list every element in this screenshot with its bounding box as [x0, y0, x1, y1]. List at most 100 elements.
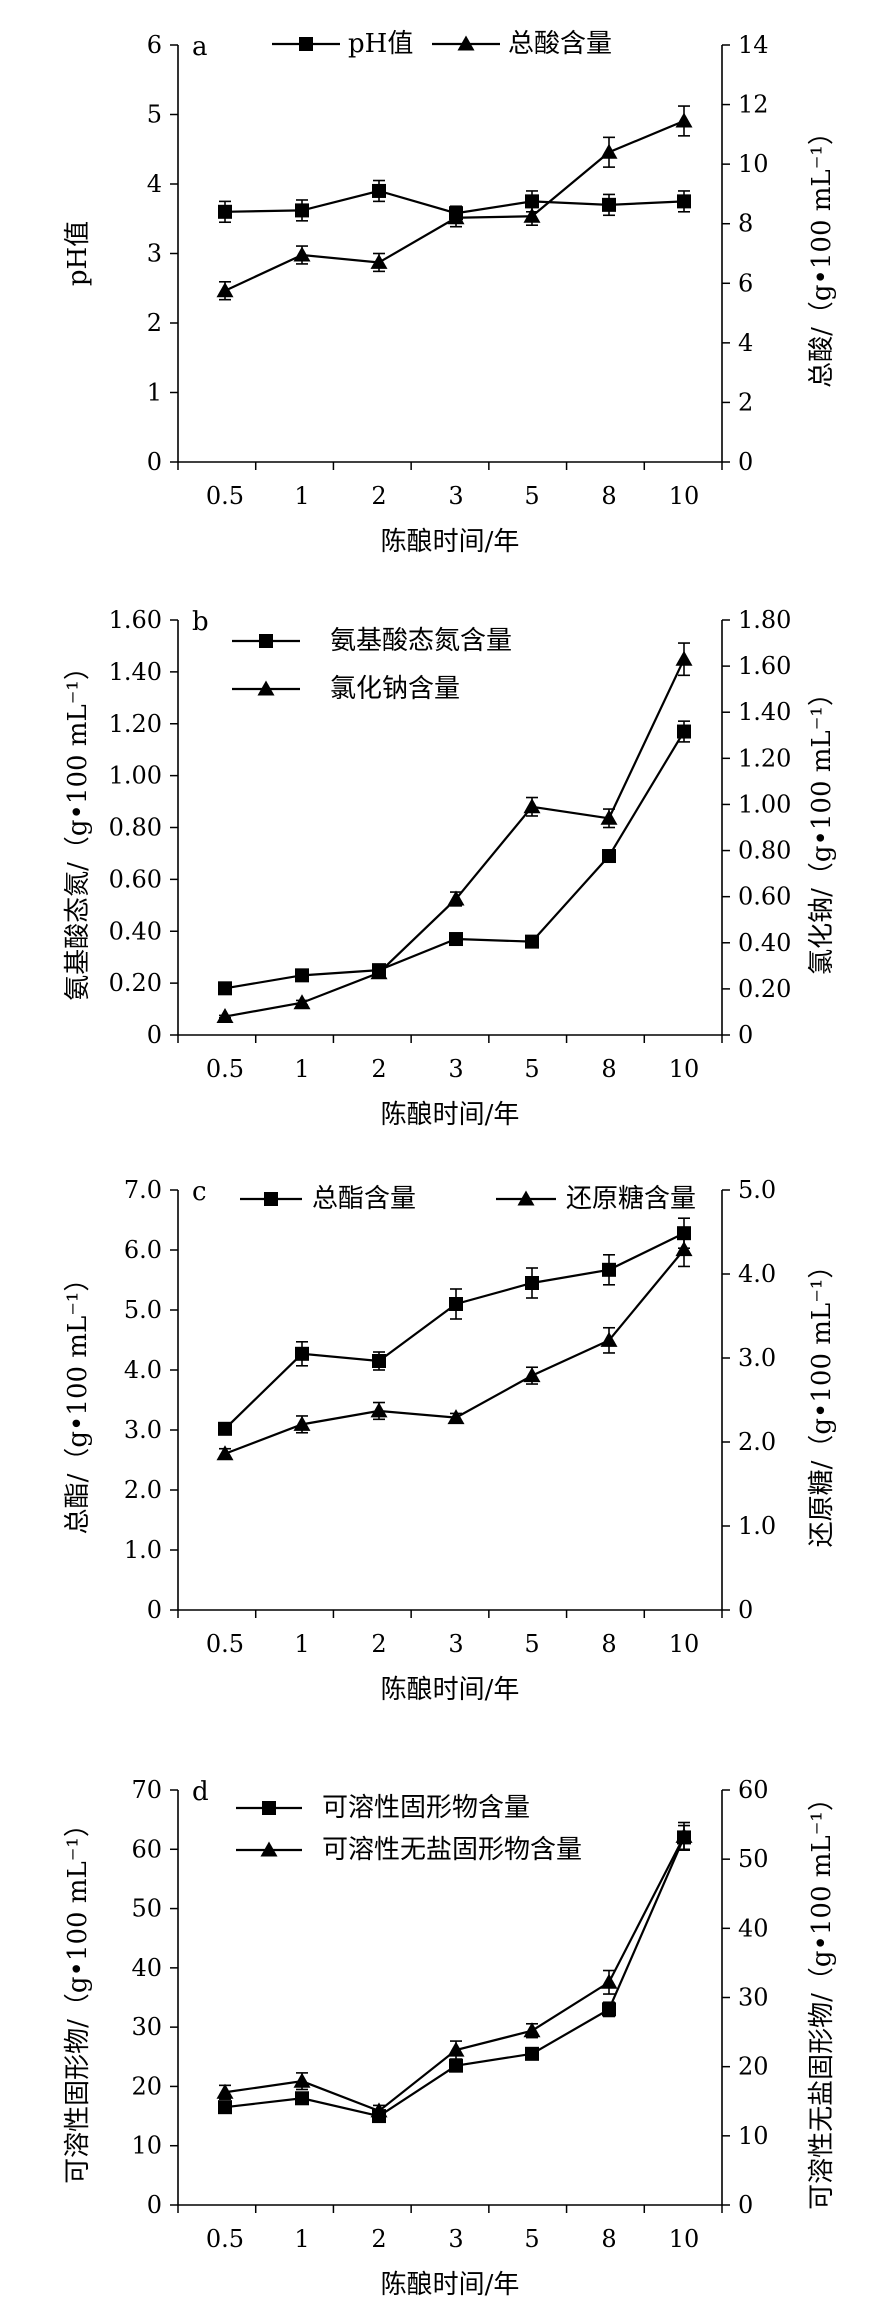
- right-tick-label: 6: [738, 269, 753, 297]
- left-tick-label: 4.0: [124, 1356, 162, 1384]
- left-tick-label: 1.20: [109, 710, 162, 738]
- left-axis-label: 可溶性固形物/（g•100 mL⁻¹）: [63, 1811, 93, 2184]
- right-tick-label: 60: [738, 1776, 769, 1804]
- legend-label: 可溶性固形物含量: [322, 1793, 530, 1823]
- data-point: [675, 650, 693, 666]
- legend-label: 总酯含量: [312, 1184, 416, 1214]
- data-point: [523, 798, 541, 814]
- right-tick-label: 0: [738, 1021, 753, 1049]
- right-tick-label: 2.0: [738, 1428, 776, 1456]
- data-point: [216, 282, 234, 298]
- left-tick-label: 0.60: [109, 865, 162, 893]
- data-point: [447, 1409, 465, 1425]
- x-axis-label: 陈酿时间/年: [381, 1100, 520, 1130]
- data-point: [523, 2022, 541, 2038]
- x-tick-label: 3: [448, 1055, 463, 1083]
- left-tick-label: 0.20: [109, 969, 162, 997]
- panel-letter: c: [192, 1177, 207, 1207]
- panel-b: b 0 0.20 0.40 0.60 0.80 1.00 1.20 1.40 1.60 0 0.20 0…: [63, 606, 837, 1130]
- left-tick-label: 6: [147, 31, 162, 59]
- panel-letter: d: [192, 1777, 209, 1807]
- right-axis-label: 还原糖/（g•100 mL⁻¹）: [807, 1253, 837, 1548]
- left-tick-label: 1.40: [109, 658, 162, 686]
- x-tick-label: 8: [601, 482, 616, 510]
- data-point: [372, 183, 386, 198]
- right-tick-label: 14: [738, 31, 769, 59]
- left-tick-label: 0: [147, 448, 162, 476]
- x-tick-label: 5: [524, 1055, 539, 1083]
- legend-marker: [262, 1801, 276, 1815]
- right-tick-label: 50: [738, 1845, 769, 1873]
- legend-marker: [259, 634, 273, 648]
- x-tick-label: 8: [601, 2225, 616, 2253]
- legend-label: pH值: [348, 29, 413, 59]
- right-tick-label: 12: [738, 91, 769, 119]
- data-point: [216, 2083, 234, 2099]
- x-tick-label: 0.5: [206, 2225, 244, 2253]
- right-tick-label: 0.60: [738, 883, 791, 911]
- right-tick-label: 10: [738, 150, 769, 178]
- right-tick-label: 4.0: [738, 1260, 776, 1288]
- data-point: [447, 890, 465, 906]
- left-tick-label: 0: [147, 2191, 162, 2219]
- left-tick-label: 60: [131, 1835, 162, 1863]
- left-tick-label: 3.0: [124, 1416, 162, 1444]
- right-tick-label: 1.80: [738, 606, 791, 634]
- data-point: [218, 1421, 232, 1436]
- data-point: [293, 246, 311, 262]
- right-tick-label: 1.60: [738, 652, 791, 680]
- data-point: [295, 203, 309, 218]
- data-point: [370, 1402, 388, 1418]
- x-tick-label: 8: [601, 1630, 616, 1658]
- x-tick-label: 1: [294, 1630, 309, 1658]
- right-tick-label: 5.0: [738, 1176, 776, 1204]
- left-tick-label: 1.60: [109, 606, 162, 634]
- data-point: [600, 1331, 618, 1347]
- legend-label: 总酸含量: [508, 29, 612, 59]
- data-point: [370, 253, 388, 269]
- panel-letter: b: [192, 607, 209, 637]
- x-tick-label: 1: [294, 2225, 309, 2253]
- data-point: [293, 994, 311, 1010]
- right-tick-label: 20: [738, 2053, 769, 2081]
- data-point: [600, 1973, 618, 1989]
- x-tick-label: 2: [371, 1055, 386, 1083]
- data-point: [295, 968, 309, 983]
- right-tick-label: 1.40: [738, 698, 791, 726]
- data-point: [295, 2091, 309, 2106]
- right-tick-label: 1.0: [738, 1512, 776, 1540]
- data-point: [216, 1445, 234, 1461]
- data-point: [447, 209, 465, 225]
- data-point: [525, 194, 539, 209]
- data-point: [602, 197, 616, 212]
- data-point: [370, 2102, 388, 2118]
- data-point: [602, 849, 616, 864]
- left-tick-label: 0: [147, 1021, 162, 1049]
- data-point: [370, 964, 388, 980]
- data-point: [218, 204, 232, 219]
- left-tick-label: 2: [147, 309, 162, 337]
- x-tick-label: 1: [294, 482, 309, 510]
- x-tick-label: 8: [601, 1055, 616, 1083]
- legend-label: 还原糖含量: [566, 1184, 696, 1214]
- x-tick-label: 3: [448, 1630, 463, 1658]
- x-tick-label: 2: [371, 1630, 386, 1658]
- x-tick-label: 3: [448, 2225, 463, 2253]
- left-axis-label: 氨基酸态氮/（g•100 mL⁻¹）: [63, 654, 93, 1001]
- data-point: [218, 981, 232, 996]
- legend-marker: [517, 1190, 535, 1206]
- x-tick-label: 10: [669, 2225, 700, 2253]
- x-tick-label: 3: [448, 482, 463, 510]
- data-point: [372, 1354, 386, 1368]
- right-tick-label: 1.00: [738, 790, 791, 818]
- left-tick-label: 3: [147, 240, 162, 268]
- data-point: [293, 1415, 311, 1431]
- data-point: [523, 207, 541, 223]
- left-tick-label: 50: [131, 1895, 162, 1923]
- data-point: [677, 724, 691, 739]
- x-tick-label: 2: [371, 2225, 386, 2253]
- left-tick-label: 1: [147, 379, 162, 407]
- right-tick-label: 2: [738, 388, 753, 416]
- panel-c: c 0 1.0 2.0 3.0 4.0 5.0 6.0 7.0 0 1.0 2.0 3.0 4.0 5.0 0…: [63, 1176, 837, 1705]
